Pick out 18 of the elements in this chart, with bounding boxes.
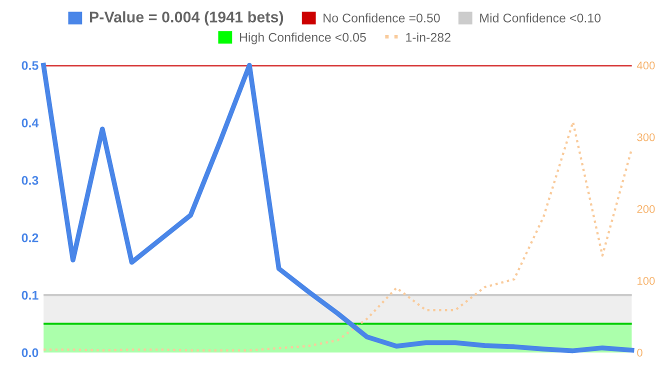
y-tick-label: 0.5 (22, 61, 38, 70)
y-tick-label: 0.4 (22, 118, 39, 128)
line-series (41, 62, 634, 354)
y2-tick-label: 300 (637, 133, 655, 142)
line-series (42, 120, 633, 352)
legend-label: 1-in-282 (406, 32, 450, 42)
y2-tick-label: 400 (636, 62, 655, 70)
y2-tick-label: 0 (637, 348, 642, 357)
y-tick-label: 0.2 (22, 233, 38, 242)
y-tick-label: 0.1 (22, 290, 38, 300)
legend-label: No Confidence =0.50 (324, 13, 440, 22)
y-tick-label: 0.0 (22, 348, 38, 358)
legend-label: Mid Confidence <0.10 (480, 13, 601, 22)
legend-label: High Confidence <0.05 (240, 32, 366, 44)
legend-label: P-Value = 0.004 (1941 bets) (90, 11, 284, 26)
y-tick-label: 0.3 (22, 176, 38, 185)
y2-tick-label: 200 (637, 205, 655, 214)
y2-tick-label: 100 (638, 276, 655, 285)
